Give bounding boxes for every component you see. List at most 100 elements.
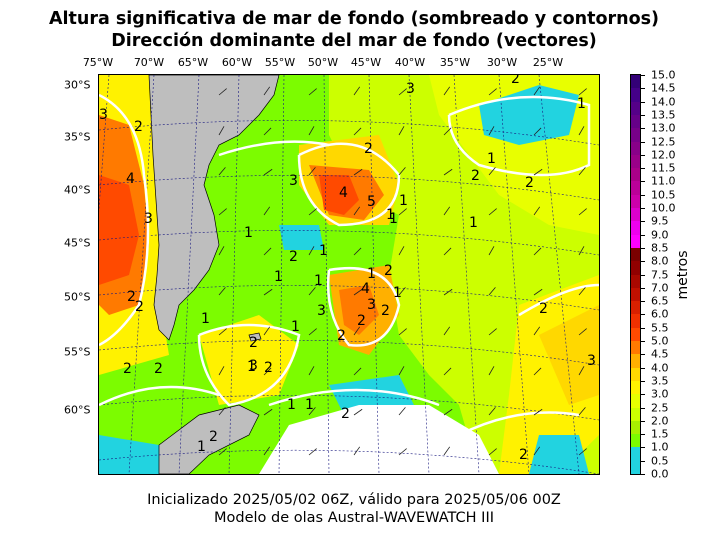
swell-vector [488, 448, 497, 456]
colorbar-tick-label: 9.5 [651, 214, 669, 228]
colorbar-tick-mark [641, 434, 645, 436]
swell-vector [353, 206, 361, 216]
longitude-label: 45°W [350, 56, 382, 69]
colorbar-tick-label: 13.0 [651, 121, 676, 135]
contour-label: 3 [99, 107, 108, 123]
swell-vectors [218, 86, 587, 456]
contour-label: 3 [144, 211, 153, 227]
colorbar-segment [631, 181, 640, 196]
latitude-label: 30°S [64, 78, 91, 92]
colorbar-tick-mark [641, 287, 645, 289]
swell-vector [533, 206, 541, 216]
antarctic-peninsula-land [158, 404, 260, 474]
latitude-label: 50°S [64, 290, 91, 304]
footer-init-valid: Inicializado 2025/05/02 06Z, válido para… [147, 492, 561, 508]
swell-vector [263, 127, 272, 136]
swell-vector [578, 366, 585, 376]
colorbar-tick-mark [641, 367, 645, 369]
colorbar-tick-mark [641, 247, 645, 249]
colorbar-tick-label: 5.0 [651, 334, 669, 348]
colorbar-segment [631, 234, 640, 249]
swell-vector [263, 168, 273, 176]
colorbar-tick-label: 14.0 [651, 95, 676, 109]
colorbar-tick-mark [641, 460, 645, 462]
colorbar-tick-mark [641, 221, 645, 223]
contour-label: 2 [471, 168, 480, 184]
colorbar-segment [631, 301, 640, 315]
contour-label: 1 [305, 397, 314, 413]
swell-vector [578, 287, 586, 296]
swell-vector [308, 366, 315, 376]
contour-label: 2 [264, 360, 273, 376]
colorbar-segment [631, 460, 640, 475]
contour-label: 3 [289, 173, 298, 189]
colorbar-segment [631, 287, 640, 302]
contour-label: 2 [341, 406, 350, 422]
swell-vector [218, 167, 226, 176]
contour-label: 1 [469, 215, 478, 231]
colorbar-tick-label: 5.5 [651, 321, 669, 335]
colorbar-segment [631, 274, 640, 289]
colorbar-tick-mark [641, 274, 645, 276]
contour-label: 1 [274, 269, 283, 285]
swell-vector [488, 287, 496, 296]
latitude-label: 45°S [64, 236, 91, 250]
swell-vector [443, 86, 451, 96]
swell-vector [578, 126, 585, 136]
colorbar-tick-label: 11.5 [651, 161, 676, 175]
colorbar-segment [631, 247, 640, 262]
swell-vector [218, 246, 225, 256]
swell-vector [488, 246, 495, 256]
swell-vector [308, 287, 316, 296]
field-3m-southeast [539, 305, 599, 405]
colorbar-tick-label: 7.0 [651, 281, 669, 295]
colorbar-tick-label: 2.5 [651, 401, 669, 414]
swell-vector [263, 206, 271, 216]
swell-vector [218, 126, 225, 136]
contour-label: 1 [287, 397, 296, 413]
colorbar-tick-label: 8.0 [651, 254, 669, 268]
colorbar-tick-mark [641, 341, 645, 342]
colorbar-tick-mark [641, 447, 645, 449]
swell-vector [443, 408, 453, 416]
longitude-label: 35°W [439, 56, 471, 69]
colorbar-tick-label: 12.0 [651, 148, 676, 162]
latitude-label: 35°S [64, 130, 91, 144]
graticule [99, 75, 599, 474]
swell-vector [578, 167, 586, 176]
swell-vector [398, 448, 407, 456]
footer-model: Modelo de olas Austral-WAVEWATCH III [214, 510, 494, 526]
colorbar-tick-mark [641, 128, 645, 130]
swell-vector [488, 328, 497, 336]
colorbar-tick-label: 8.5 [651, 241, 669, 255]
swell-vector [533, 326, 541, 336]
swell-vector [353, 367, 362, 376]
colorbar-segment [631, 88, 640, 103]
swell-vector [488, 407, 496, 416]
contour-label: 3 [249, 358, 258, 374]
field-central-red [319, 175, 359, 215]
swell-vector [218, 88, 227, 96]
longitude-label: 40°W [394, 56, 426, 69]
colorbar-tick-label: 15.0 [651, 68, 676, 82]
colorbar-label: metros [675, 250, 691, 300]
swell-vector [308, 208, 317, 216]
longitude-label: 55°W [264, 56, 296, 69]
swell-vector [443, 326, 451, 336]
south-america-land [148, 75, 280, 341]
colorbar [630, 74, 641, 475]
swell-vector [353, 247, 362, 256]
swell-vector [578, 448, 587, 456]
contour-label: 2 [519, 447, 528, 463]
colorbar-tick-mark [641, 168, 645, 170]
colorbar-tick-label: 1.5 [651, 427, 669, 441]
swell-vector [263, 326, 271, 336]
longitude-labels: 75°W 70°W 65°W 60°W 55°W 50°W 45°W 40°W 35°W 30°W… [0, 56, 708, 70]
latitude-label: 60°S [64, 403, 91, 417]
contour-label: 1 [314, 273, 323, 289]
colorbar-tick-label: 13.5 [651, 108, 676, 122]
colorbar-tick-label: 2.0 [651, 414, 669, 428]
swell-vector [443, 127, 452, 136]
swell-vector [308, 407, 316, 416]
